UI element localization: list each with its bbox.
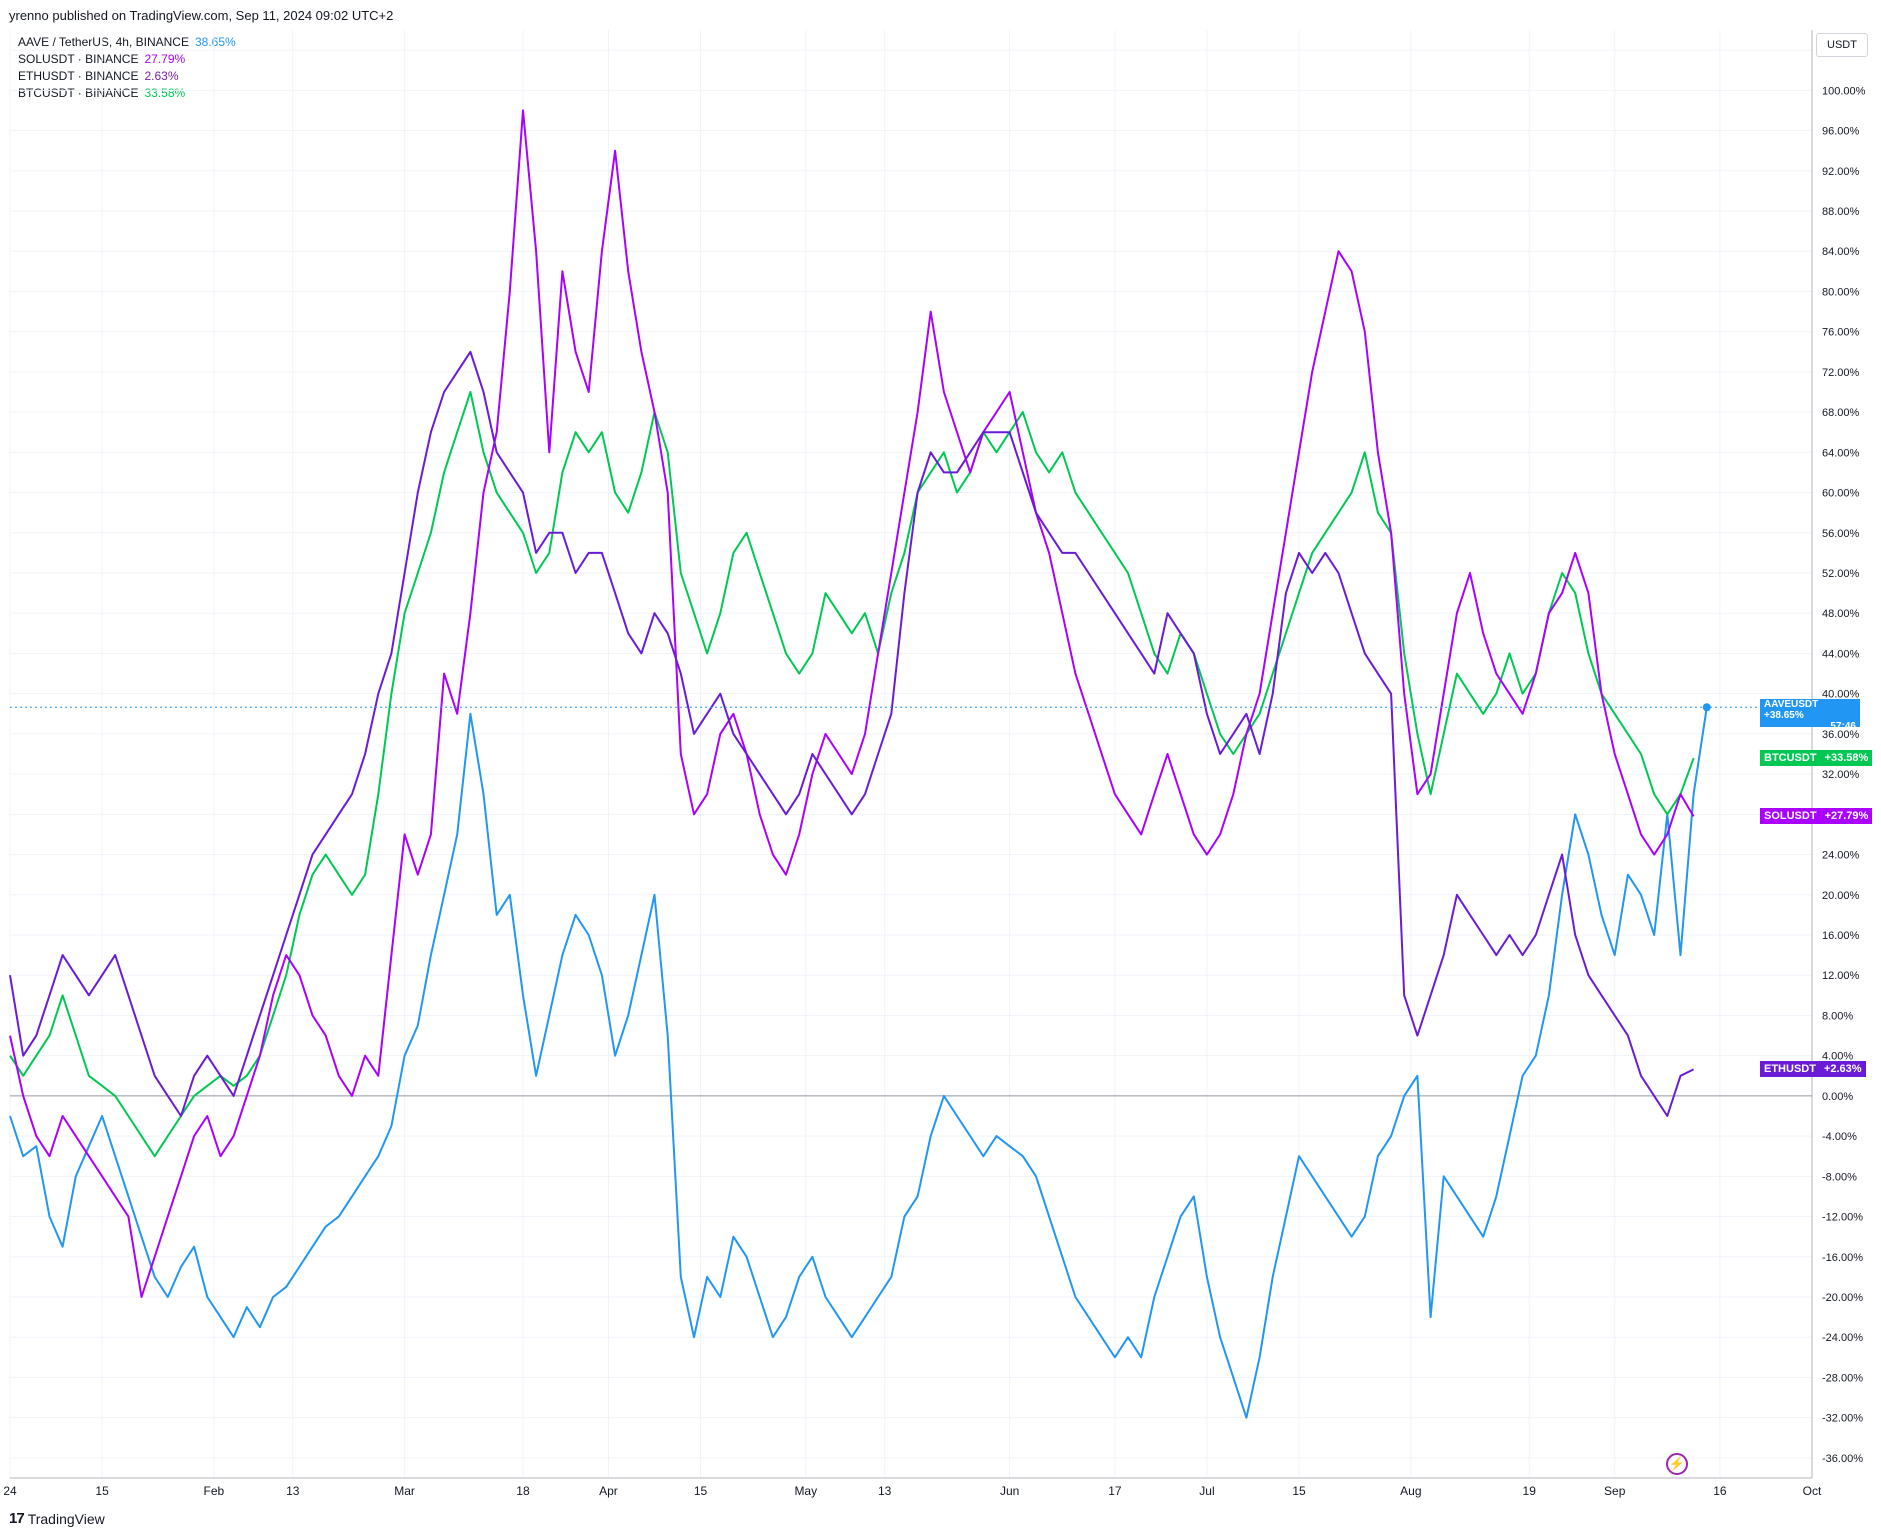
y-tick-label: 52.00% — [1822, 568, 1860, 580]
x-tick-label: 18 — [516, 1484, 530, 1498]
x-tick-label: Sep — [1604, 1484, 1626, 1498]
y-tick-label: -32.00% — [1822, 1413, 1863, 1425]
x-tick-label: 15 — [1292, 1484, 1306, 1498]
flash-icon[interactable]: ⚡ — [1666, 1453, 1688, 1475]
tradingview-logo-icon: 17 — [9, 1510, 25, 1527]
price-tag-eth: ETHUSDT +2.63% — [1760, 1061, 1866, 1078]
x-tick-label: 13 — [286, 1484, 300, 1498]
y-tick-label: 100.00% — [1822, 85, 1866, 97]
chart-legend: AAVE / TetherUS, 4h, BINANCE 38.65% SOLUS… — [18, 34, 236, 102]
y-tick-label: 48.00% — [1822, 608, 1860, 620]
chart-grid — [9, 30, 1813, 1478]
y-tick-label: 56.00% — [1822, 528, 1860, 540]
x-tick-label: Jun — [1000, 1484, 1019, 1498]
legend-symbol: BTCUSDT · BINANCE — [18, 86, 139, 100]
y-tick-label: 40.00% — [1822, 689, 1860, 701]
legend-item-btc[interactable]: BTCUSDT · BINANCE 33.58% — [18, 85, 236, 102]
tag-symbol: BTCUSDT — [1764, 752, 1817, 765]
publish-info: yrenno published on TradingView.com, Sep… — [9, 8, 394, 23]
y-tick-label: 68.00% — [1822, 407, 1860, 419]
y-tick-label: 84.00% — [1822, 246, 1860, 258]
price-tag-btc: BTCUSDT +33.58% — [1760, 750, 1873, 767]
series-line-aaveusdt — [9, 707, 1708, 1419]
x-tick-label: 15 — [694, 1484, 708, 1498]
tradingview-footer[interactable]: 17 TradingView — [9, 1510, 105, 1527]
legend-item-aave[interactable]: AAVE / TetherUS, 4h, BINANCE 38.65% — [18, 34, 236, 51]
chart-series — [9, 109, 1812, 1419]
x-tick-label: Jul — [1199, 1484, 1214, 1498]
y-tick-label: 88.00% — [1822, 206, 1860, 218]
y-tick-label: 16.00% — [1822, 930, 1860, 942]
y-tick-label: 36.00% — [1822, 729, 1860, 741]
legend-pct: 33.58% — [144, 86, 186, 100]
tag-value: +38.65% — [1764, 710, 1804, 722]
x-tick-label: Aug — [1400, 1484, 1421, 1498]
series-line-solusdt — [9, 109, 1695, 1298]
y-tick-label: -12.00% — [1822, 1212, 1863, 1224]
y-tick-label: 0.00% — [1822, 1091, 1853, 1103]
x-tick-label: Feb — [204, 1484, 225, 1498]
y-tick-label: 60.00% — [1822, 488, 1860, 500]
y-tick-label: 44.00% — [1822, 648, 1860, 660]
y-tick-label: -20.00% — [1822, 1292, 1863, 1304]
price-tag-aave: AAVEUSDT +38.65% 57:46 — [1760, 699, 1860, 732]
x-tick-label: 24 — [3, 1484, 17, 1498]
y-tick-label: -24.00% — [1822, 1332, 1863, 1344]
x-tick-label: 15 — [95, 1484, 109, 1498]
y-tick-label: -28.00% — [1822, 1372, 1863, 1384]
tag-countdown: 57:46 — [1830, 721, 1856, 733]
aave-last-point — [1702, 703, 1711, 712]
tag-symbol: ETHUSDT — [1764, 1063, 1816, 1076]
tag-value: +2.63% — [1823, 1063, 1862, 1076]
y-tick-label: 32.00% — [1822, 769, 1860, 781]
legend-symbol: AAVE / TetherUS, 4h, BINANCE — [18, 35, 189, 49]
legend-pct: 2.63% — [144, 69, 179, 83]
legend-item-sol[interactable]: SOLUSDT · BINANCE 27.79% — [18, 51, 236, 68]
chart-axes: 104.00%100.00%96.00%92.00%88.00%84.00%80… — [3, 30, 1866, 1498]
y-tick-label: -8.00% — [1822, 1171, 1857, 1183]
y-tick-label: 76.00% — [1822, 327, 1860, 339]
tag-symbol: AAVEUSDT — [1764, 699, 1819, 711]
y-tick-label: -16.00% — [1822, 1252, 1863, 1264]
legend-pct: 38.65% — [194, 35, 236, 49]
brand-name: TradingView — [27, 1510, 105, 1527]
legend-pct: 27.79% — [144, 52, 186, 66]
legend-symbol: SOLUSDT · BINANCE — [18, 52, 139, 66]
y-tick-label: 4.00% — [1822, 1051, 1853, 1063]
y-tick-label: 80.00% — [1822, 286, 1860, 298]
y-tick-label: 64.00% — [1822, 447, 1860, 459]
series-line-btcusdt — [9, 391, 1695, 1158]
y-tick-label: 12.00% — [1822, 970, 1860, 982]
y-tick-label: -36.00% — [1822, 1453, 1863, 1465]
y-tick-label: 72.00% — [1822, 367, 1860, 379]
y-tick-label: -4.00% — [1822, 1131, 1857, 1143]
tag-symbol: SOLUSDT — [1764, 810, 1817, 823]
x-tick-label: Mar — [394, 1484, 415, 1498]
legend-item-eth[interactable]: ETHUSDT · BINANCE 2.63% — [18, 68, 236, 85]
y-tick-label: 20.00% — [1822, 890, 1860, 902]
x-tick-label: 13 — [878, 1484, 892, 1498]
x-tick-label: Apr — [599, 1484, 618, 1498]
y-tick-label: 24.00% — [1822, 850, 1860, 862]
price-tag-sol: SOLUSDT +27.79% — [1760, 808, 1873, 825]
x-tick-label: 17 — [1108, 1484, 1122, 1498]
y-tick-label: 96.00% — [1822, 126, 1860, 138]
legend-symbol: ETHUSDT · BINANCE — [18, 69, 139, 83]
tag-value: +27.79% — [1824, 810, 1869, 823]
y-tick-label: 8.00% — [1822, 1010, 1853, 1022]
x-tick-label: Oct — [1803, 1484, 1822, 1498]
y-tick-label: 92.00% — [1822, 166, 1860, 178]
x-tick-label: 19 — [1523, 1484, 1537, 1498]
x-tick-label: May — [794, 1484, 817, 1498]
series-line-ethusdt — [9, 350, 1695, 1117]
currency-unit-button[interactable]: USDT — [1816, 33, 1868, 57]
tag-value: +33.58% — [1824, 752, 1869, 765]
x-tick-label: 16 — [1713, 1484, 1727, 1498]
